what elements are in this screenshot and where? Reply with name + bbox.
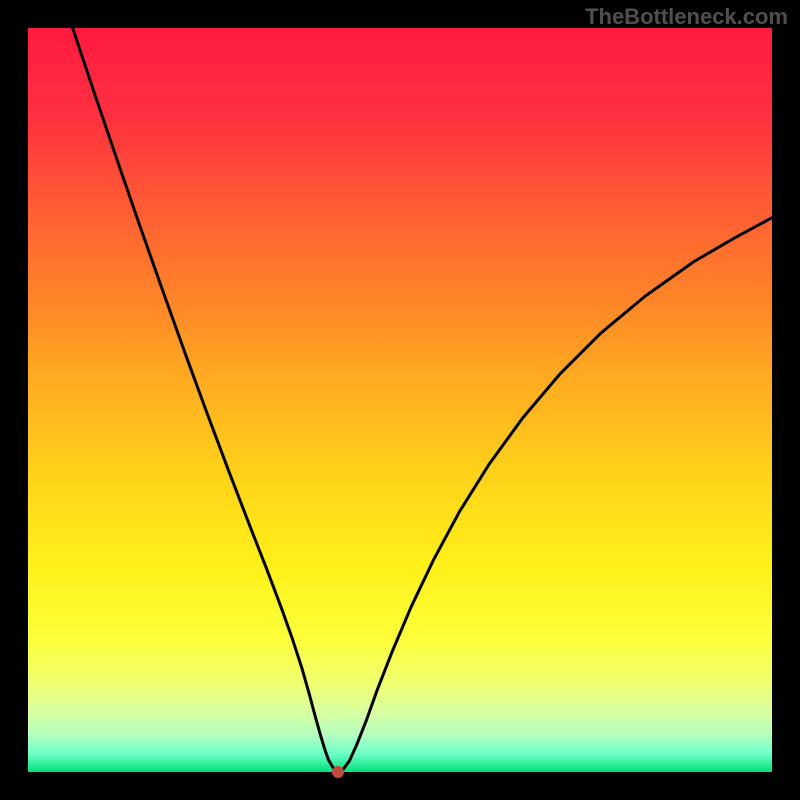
chart-plot-area — [28, 28, 772, 772]
chart-minimum-marker — [332, 766, 344, 778]
curve-right-branch — [338, 218, 772, 772]
watermark-text: TheBottleneck.com — [585, 4, 788, 30]
curve-left-branch — [73, 28, 339, 772]
chart-curve-layer — [28, 28, 772, 772]
